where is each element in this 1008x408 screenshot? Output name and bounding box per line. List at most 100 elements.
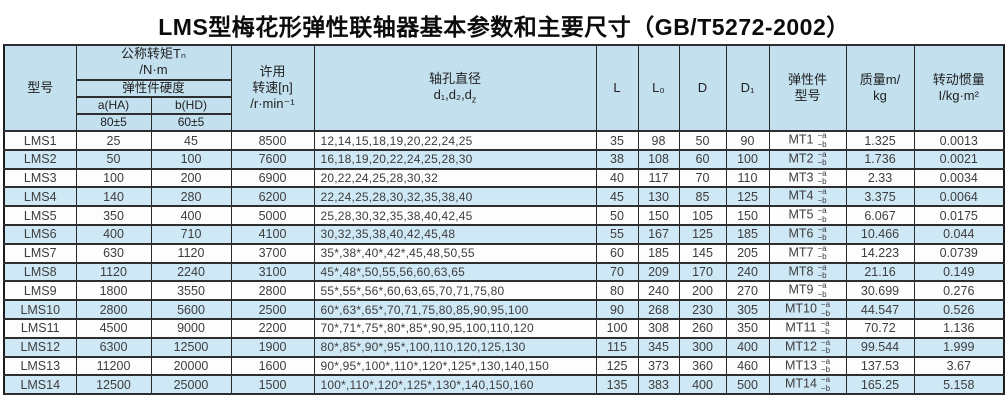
cell-l0: 373 xyxy=(637,355,680,377)
speed-line3: /r·min⁻¹ xyxy=(250,96,295,112)
cell-elastic: MT1 −a −b xyxy=(768,130,847,151)
cell-inertia: 0.0013 xyxy=(913,130,1005,151)
elastic-variant-a: −a xyxy=(817,149,827,159)
elastic-variant-b: −b xyxy=(817,158,827,168)
elastic-model: MT4 xyxy=(788,189,814,204)
elastic-variant-a: −a xyxy=(820,337,831,347)
cell-elastic: MT8 −a −b xyxy=(768,261,847,283)
table-row: LMS8 1120 2240 3100 45*,48*,50,55,56,60,… xyxy=(3,261,1005,283)
inertia-line1: 转动惯量 xyxy=(932,71,985,87)
cell-torque-b: 280 xyxy=(150,186,232,208)
table-row: LMS3 100 200 6900 20,22,24,25,28,30,32 4… xyxy=(3,167,1005,189)
cell-mass: 6.067 xyxy=(845,205,915,227)
cell-torque-b: 9000 xyxy=(150,317,232,339)
bore-symbols: d₁,d₂,dz xyxy=(433,86,477,105)
torque-title: 公称转矩Tₙ xyxy=(120,46,187,61)
cell-inertia: 0.044 xyxy=(913,224,1005,245)
col-hardness: 弹性件硬度 xyxy=(75,78,232,99)
elastic-variant-marks: −a −b xyxy=(817,227,826,242)
elastic-model: MT10 xyxy=(784,301,817,316)
cell-d1: 240 xyxy=(725,261,770,283)
cell-elastic: MT11 −a −b xyxy=(768,317,847,339)
col-hardness-b-value: 60±5 xyxy=(150,113,232,133)
cell-d: 145 xyxy=(678,242,727,264)
cell-inertia: 0.149 xyxy=(913,261,1005,283)
cell-speed: 2500 xyxy=(230,299,315,320)
elastic-variant-marks: −a −b xyxy=(820,337,831,355)
cell-d1: 100 xyxy=(725,148,770,170)
cell-d1: 150 xyxy=(725,205,770,227)
col-hardness-a-value: 80±5 xyxy=(75,113,152,133)
cell-d1: 90 xyxy=(725,130,770,151)
elastic-line2: 型号 xyxy=(794,88,821,104)
cell-torque-a: 50 xyxy=(75,148,152,170)
elastic-variant-marks: −a −b xyxy=(817,189,826,204)
cell-d: 260 xyxy=(678,317,727,339)
cell-elastic: MT3 −a −b xyxy=(768,167,847,189)
elastic-variant-a: −a xyxy=(817,131,827,141)
cell-speed: 2200 xyxy=(230,317,315,339)
table-row: LMS13 11200 20000 1600 90*,95*,100*,110*… xyxy=(3,355,1005,377)
table-row: LMS10 2800 5600 2500 60*,63*,65*,70,71,7… xyxy=(3,299,1005,320)
cell-l0: 345 xyxy=(637,336,680,358)
cell-inertia: 0.0064 xyxy=(913,186,1005,208)
elastic-variant-a: −a xyxy=(820,375,831,385)
cell-d: 300 xyxy=(678,336,727,358)
elastic-variant-marks: −a −b xyxy=(820,375,831,392)
header-row-1: 型号 公称转矩Tₙ /N·m 许用 转速[n] /r·min⁻¹ 轴孔直径 d₁… xyxy=(3,43,1005,133)
cell-bores: 25,28,30,32,35,38,40,42,45 xyxy=(313,205,597,227)
cell-speed: 3100 xyxy=(230,261,315,283)
cell-torque-b: 200 xyxy=(150,167,232,189)
cell-l: 115 xyxy=(595,336,639,358)
elastic-variant-a: −a xyxy=(820,356,831,366)
table-row: LMS5 350 400 5000 25,28,30,32,35,38,40,4… xyxy=(3,205,1005,227)
cell-bores: 80*,85*,90*,95*,100,110,120,125,130 xyxy=(313,336,597,358)
elastic-variant-b: −b xyxy=(817,177,827,187)
table-row: LMS7 630 1120 3700 35*,38*,40*,42*,45,48… xyxy=(3,242,1005,264)
cell-elastic: MT12 −a −b xyxy=(768,336,847,358)
elastic-model: MT12 xyxy=(784,339,817,354)
cell-model: LMS2 xyxy=(3,148,77,170)
cell-inertia: 0.0034 xyxy=(913,167,1005,189)
cell-l0: 130 xyxy=(637,186,680,208)
cell-torque-a: 25 xyxy=(75,130,152,151)
elastic-variant-a: −a xyxy=(817,243,827,253)
cell-d: 230 xyxy=(678,299,727,320)
cell-bores: 60*,63*,65*,70,71,75,80,85,90,95,100 xyxy=(313,299,597,320)
cell-speed: 8500 xyxy=(230,130,315,151)
cell-l: 55 xyxy=(595,224,639,245)
header-row-4: 80±5 60±5 xyxy=(4,113,1004,133)
cell-elastic: MT10 −a −b xyxy=(768,299,847,320)
cell-torque-b: 25000 xyxy=(150,374,232,396)
cell-model: LMS9 xyxy=(3,280,77,302)
cell-elastic: MT6 −a −b xyxy=(768,224,847,245)
col-elastic: 弹性件 型号 xyxy=(768,43,847,133)
elastic-variant-b: −b xyxy=(817,270,827,280)
cell-model: LMS11 xyxy=(3,317,77,339)
col-inertia: 转动惯量 I/kg·m² xyxy=(913,43,1005,133)
elastic-variant-a: −a xyxy=(817,281,827,291)
cell-torque-a: 11200 xyxy=(75,355,152,377)
cell-elastic: MT7 −a −b xyxy=(768,242,847,264)
elastic-variant-marks: −a −b xyxy=(817,243,827,261)
cell-d1: 110 xyxy=(725,167,770,189)
cell-model: LMS10 xyxy=(3,299,77,320)
cell-bores: 70*,71*,75*,80*,85*,90,95,100,110,120 xyxy=(313,317,597,339)
table-row: LMS11 4500 9000 2200 70*,71*,75*,80*,85*… xyxy=(3,317,1005,339)
elastic-variant-b: −b xyxy=(817,289,827,299)
header-row-2: 弹性件硬度 xyxy=(4,78,1004,99)
cell-d: 85 xyxy=(678,186,727,208)
cell-d1: 460 xyxy=(725,355,770,377)
col-hardness-b: b(HD) xyxy=(150,96,232,116)
col-D1: D₁ xyxy=(725,43,770,133)
elastic-variant-marks: −a −b xyxy=(821,302,830,317)
cell-l0: 268 xyxy=(637,299,680,320)
cell-l0: 209 xyxy=(637,261,680,283)
col-torque: 公称转矩Tₙ /N·m xyxy=(75,44,232,81)
cell-d: 360 xyxy=(678,355,727,377)
cell-bores: 16,18,19,20,22,24,25,28,30 xyxy=(313,148,597,170)
inertia-line2: I/kg·m² xyxy=(938,88,979,104)
col-mass: 质量m/ kg xyxy=(845,43,915,133)
cell-l: 100 xyxy=(595,317,639,339)
cell-torque-a: 4500 xyxy=(75,317,152,339)
